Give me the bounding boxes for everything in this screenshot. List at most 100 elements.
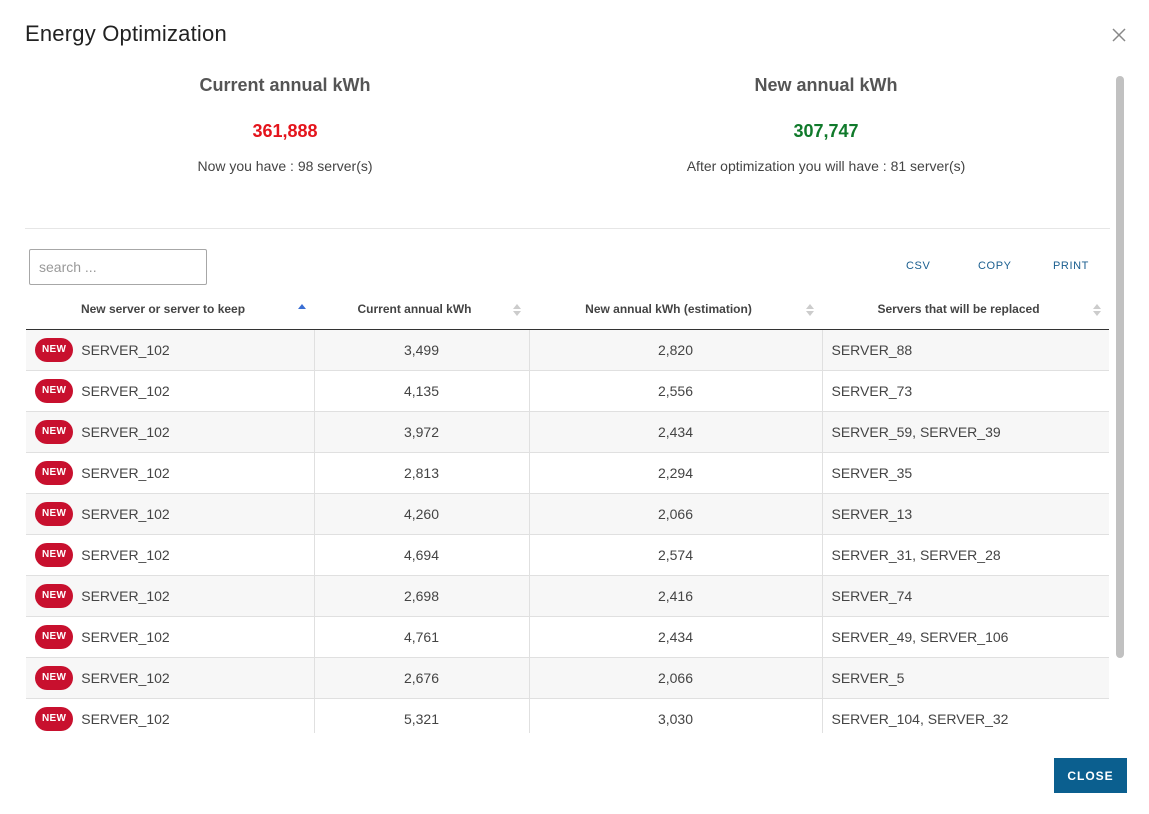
new-kwh-heading: New annual kWh	[754, 75, 898, 95]
new-kwh-cell: 2,416	[529, 575, 823, 617]
replaced-servers-cell: SERVER_88	[822, 329, 1109, 371]
new-kwh-value: 307,747	[793, 121, 859, 141]
current-kwh-cell: 4,761	[314, 616, 530, 658]
server-name: SERVER_102	[81, 546, 170, 563]
new-badge: NEW	[35, 460, 74, 485]
new-badge: NEW	[35, 706, 74, 731]
replaced-servers-cell: SERVER_31, SERVER_28	[822, 534, 1109, 576]
new-kwh-cell: 2,066	[529, 657, 823, 699]
new-badge: NEW	[35, 419, 74, 444]
current-kwh-cell: 4,260	[314, 493, 530, 535]
server-cell: NEW SERVER_102	[26, 575, 315, 617]
server-name: SERVER_102	[81, 669, 170, 686]
current-server-count: Now you have : 98 server(s)	[197, 158, 373, 174]
new-badge: NEW	[35, 583, 74, 608]
server-cell: NEW SERVER_102	[26, 329, 315, 371]
sort-icon	[806, 304, 814, 316]
server-name: SERVER_102	[81, 505, 170, 522]
replaced-servers-cell: SERVER_35	[822, 452, 1109, 494]
close-icon[interactable]	[1110, 26, 1128, 44]
new-badge: NEW	[35, 337, 74, 362]
current-kwh-cell: 5,321	[314, 698, 530, 733]
copy-button[interactable]: COPY	[978, 260, 1012, 272]
current-kwh-cell: 2,698	[314, 575, 530, 617]
new-badge: NEW	[35, 378, 74, 403]
column-header-label: New server or server to keep	[80, 301, 246, 316]
replaced-servers-cell: SERVER_73	[822, 370, 1109, 412]
new-kwh-cell: 2,434	[529, 616, 823, 658]
server-name: SERVER_102	[81, 423, 170, 440]
new-summary: New annual kWh 307,747 After optimizatio…	[566, 70, 1086, 174]
new-kwh-cell: 2,556	[529, 370, 823, 412]
column-header-label: New annual kWh (estimation)	[585, 301, 752, 316]
server-name: SERVER_102	[81, 710, 170, 727]
current-kwh-value: 361,888	[252, 121, 318, 141]
server-cell: NEW SERVER_102	[26, 698, 315, 733]
table-row: NEW SERVER_102 4,761 2,434 SERVER_49, SER…	[26, 616, 1109, 658]
new-server-count: After optimization you will have : 81 se…	[686, 158, 966, 174]
table-row: NEW SERVER_102 3,499 2,820 SERVER_88	[26, 329, 1109, 371]
search-input[interactable]	[29, 249, 207, 285]
column-header-server[interactable]: New server or server to keep	[26, 293, 314, 330]
current-kwh-cell: 4,135	[314, 370, 530, 412]
sort-icon	[513, 304, 521, 316]
replaced-servers-cell: SERVER_13	[822, 493, 1109, 535]
new-kwh-cell: 2,574	[529, 534, 823, 576]
column-header-label: Current annual kWh	[357, 301, 472, 316]
scrollbar-thumb[interactable]	[1116, 76, 1124, 658]
current-summary: Current annual kWh 361,888 Now you have …	[25, 70, 545, 174]
table-row: NEW SERVER_102 2,676 2,066 SERVER_5	[26, 657, 1109, 699]
current-kwh-heading: Current annual kWh	[199, 75, 371, 95]
current-kwh-cell: 3,972	[314, 411, 530, 453]
server-cell: NEW SERVER_102	[26, 616, 315, 658]
optimization-table: New server or server to keep Current ann…	[26, 293, 1109, 733]
column-header-new-kwh[interactable]: New annual kWh (estimation)	[529, 293, 822, 330]
sort-icon	[1093, 304, 1101, 316]
replaced-servers-cell: SERVER_59, SERVER_39	[822, 411, 1109, 453]
server-name: SERVER_102	[81, 587, 170, 604]
new-badge: NEW	[35, 665, 74, 690]
server-cell: NEW SERVER_102	[26, 534, 315, 576]
replaced-servers-cell: SERVER_74	[822, 575, 1109, 617]
table-row: NEW SERVER_102 3,972 2,434 SERVER_59, SER…	[26, 411, 1109, 453]
current-kwh-cell: 4,694	[314, 534, 530, 576]
sort-ascending-icon	[298, 304, 306, 309]
replaced-servers-cell: SERVER_5	[822, 657, 1109, 699]
table-row: NEW SERVER_102 2,813 2,294 SERVER_35	[26, 452, 1109, 494]
print-button[interactable]: PRINT	[1053, 260, 1089, 272]
modal-scrollbar[interactable]	[1113, 72, 1127, 733]
new-kwh-cell: 2,066	[529, 493, 823, 535]
new-badge: NEW	[35, 624, 74, 649]
table-row: NEW SERVER_102 4,135 2,556 SERVER_73	[26, 370, 1109, 412]
current-kwh-cell: 2,676	[314, 657, 530, 699]
new-kwh-cell: 2,820	[529, 329, 823, 371]
server-name: SERVER_102	[81, 628, 170, 645]
server-cell: NEW SERVER_102	[26, 657, 315, 699]
new-kwh-cell: 2,294	[529, 452, 823, 494]
csv-export-button[interactable]: CSV	[906, 260, 931, 272]
server-name: SERVER_102	[81, 464, 170, 481]
new-kwh-cell: 2,434	[529, 411, 823, 453]
close-button[interactable]: CLOSE	[1054, 758, 1127, 793]
table-row: NEW SERVER_102 5,321 3,030 SERVER_104, SE…	[26, 698, 1109, 733]
table-row: NEW SERVER_102 4,260 2,066 SERVER_13	[26, 493, 1109, 535]
server-cell: NEW SERVER_102	[26, 411, 315, 453]
server-name: SERVER_102	[81, 382, 170, 399]
table-row: NEW SERVER_102 4,694 2,574 SERVER_31, SER…	[26, 534, 1109, 576]
modal-title: Energy Optimization	[25, 21, 227, 46]
new-kwh-cell: 3,030	[529, 698, 823, 733]
table-header-row: New server or server to keep Current ann…	[26, 293, 1109, 330]
server-cell: NEW SERVER_102	[26, 452, 315, 494]
server-name: SERVER_102	[81, 341, 170, 358]
current-kwh-cell: 3,499	[314, 329, 530, 371]
energy-summary: Current annual kWh 361,888 Now you have …	[25, 70, 1110, 229]
server-cell: NEW SERVER_102	[26, 370, 315, 412]
table-row: NEW SERVER_102 2,698 2,416 SERVER_74	[26, 575, 1109, 617]
replaced-servers-cell: SERVER_49, SERVER_106	[822, 616, 1109, 658]
column-header-label: Servers that will be replaced	[877, 301, 1040, 316]
replaced-servers-cell: SERVER_104, SERVER_32	[822, 698, 1109, 733]
column-header-replaced[interactable]: Servers that will be replaced	[822, 293, 1109, 330]
current-kwh-cell: 2,813	[314, 452, 530, 494]
server-cell: NEW SERVER_102	[26, 493, 315, 535]
column-header-current-kwh[interactable]: Current annual kWh	[314, 293, 529, 330]
